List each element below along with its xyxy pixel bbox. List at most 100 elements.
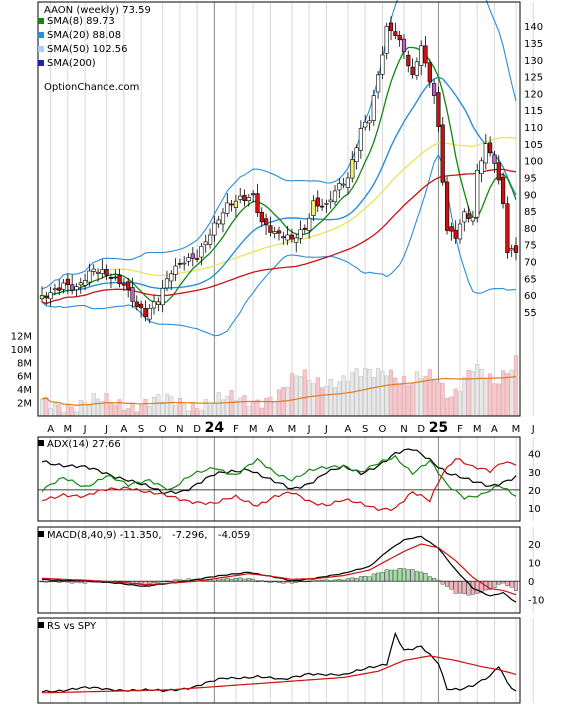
candle-body [65, 278, 70, 286]
price-tick-label: 90 [524, 190, 537, 201]
candle-body [212, 222, 217, 236]
volume-bar [436, 381, 441, 417]
legend-entry: SMA(20) 88.08 [47, 30, 121, 41]
month-label: N [400, 424, 407, 435]
macd-legend-swatch [38, 531, 44, 537]
histogram-bar [229, 578, 234, 582]
candle-body [397, 34, 402, 41]
volume-bar [190, 402, 195, 417]
candle-body [419, 45, 424, 66]
volume-bar [78, 400, 83, 417]
volume-bar [397, 383, 402, 417]
candle-body [143, 308, 148, 317]
candle-body [401, 38, 407, 53]
sma-200-line [41, 168, 517, 305]
histogram-bar [492, 580, 497, 588]
month-label: M [473, 424, 482, 435]
volume-bar [186, 410, 191, 417]
histogram-bar [225, 577, 230, 582]
candle-body [315, 197, 320, 207]
candle-body [151, 301, 157, 309]
histogram-bar [402, 568, 407, 582]
candle-body [242, 195, 247, 201]
volume-bar [48, 408, 53, 417]
volume-tick-label: 10M [11, 345, 32, 356]
histogram-bar [389, 569, 394, 582]
month-label: O [159, 424, 167, 435]
candle-body [479, 160, 484, 174]
volume-bar [419, 378, 424, 417]
candle-body [384, 26, 389, 54]
volume-bar [483, 378, 488, 417]
candle-body [78, 282, 83, 286]
candle-body [298, 229, 303, 239]
histogram-bar [505, 580, 510, 586]
histogram-bar [445, 580, 450, 587]
month-label: M [512, 424, 521, 435]
candle-body [505, 203, 510, 253]
histogram-bar [220, 578, 225, 582]
candle-body [350, 159, 355, 179]
histogram-bar [376, 572, 381, 582]
candle-body [186, 257, 191, 262]
candle-body [307, 217, 312, 231]
volume-bar [466, 370, 471, 417]
candle-body [44, 295, 49, 299]
month-label: M [64, 424, 73, 435]
candle-body [444, 181, 450, 231]
indicator-tick-label: 20 [528, 540, 541, 551]
volume-bar [134, 411, 139, 417]
candle-body [225, 202, 230, 214]
volume-bars [39, 355, 519, 417]
histogram-bar [246, 578, 251, 582]
candle-body [393, 31, 398, 36]
candle-body [492, 154, 497, 164]
candle-body [199, 246, 204, 258]
volume-bar [294, 375, 299, 417]
candle-body [440, 124, 445, 183]
candle-body [91, 268, 96, 272]
month-label: M [288, 424, 297, 435]
price-tick-label: 105 [524, 140, 543, 151]
histogram-bar [509, 580, 514, 588]
candle-body [341, 183, 346, 186]
volume-bar [475, 363, 480, 417]
histogram-bar [414, 571, 419, 582]
legend-swatch [38, 18, 44, 24]
candle-body [87, 270, 92, 283]
price-tick-label: 95 [524, 173, 537, 184]
indicator-panel-frame [37, 526, 521, 614]
lower-band-line [41, 153, 517, 337]
candle-body [337, 183, 342, 191]
candle-body [509, 248, 514, 251]
candle-body [229, 203, 234, 206]
legend-entry: SMA(8) 89.73 [47, 16, 115, 27]
volume-bar [401, 375, 407, 417]
histogram-bar [419, 571, 424, 582]
series-line-1 [41, 535, 517, 603]
volume-bar [440, 382, 445, 417]
candle-body [453, 229, 458, 239]
candle-body [61, 282, 66, 290]
candle-body [177, 263, 183, 265]
volume-bar [354, 368, 359, 417]
histogram-bar [380, 572, 385, 582]
candle-body [496, 162, 501, 181]
grid [50, 527, 534, 613]
volume-bar [95, 398, 101, 417]
site-watermark: OptionChance.com [44, 82, 139, 93]
candle-body [410, 66, 415, 75]
month-label: A [47, 424, 54, 435]
histogram-bar [449, 580, 454, 590]
month-label: S [138, 424, 144, 435]
candle-body [203, 241, 208, 245]
adx-legend-swatch [38, 440, 44, 446]
candle-body [431, 83, 437, 96]
candle-body [83, 280, 88, 286]
volume-bar [289, 373, 294, 417]
upper-band-line [41, 0, 517, 290]
price-tick-label: 100 [524, 157, 543, 168]
volume-bar [358, 376, 363, 417]
volume-tick-label: 4M [17, 385, 32, 396]
candle-body [147, 307, 152, 320]
